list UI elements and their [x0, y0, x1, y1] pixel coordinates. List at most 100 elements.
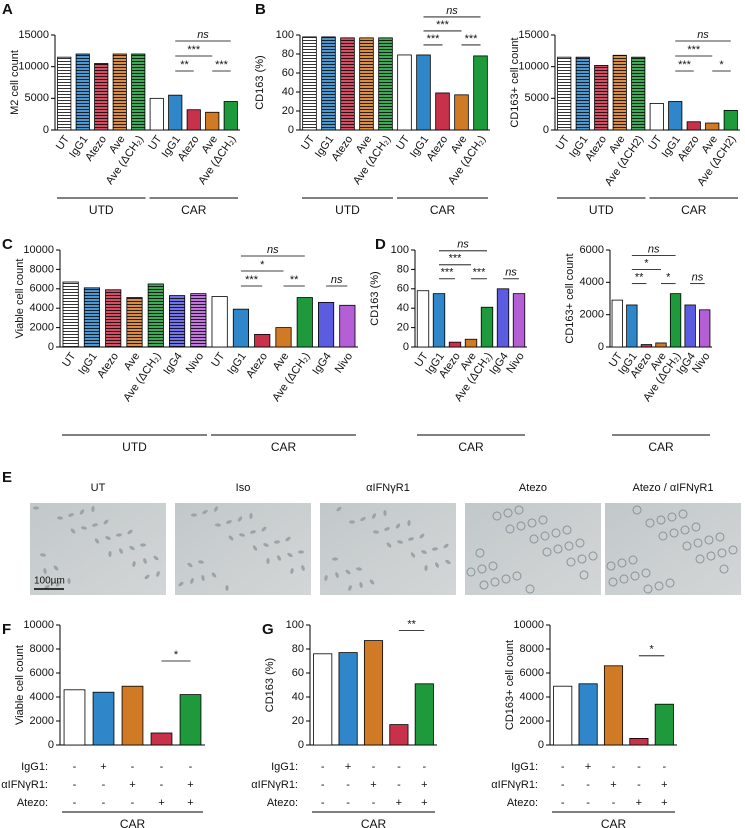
- bar: [454, 94, 469, 131]
- y-tick-label: 10000: [23, 244, 54, 256]
- y-tick-label: 0: [288, 124, 294, 136]
- y-tick-label: 6000: [520, 667, 544, 679]
- y-axis-label: M2 cell count: [9, 50, 21, 115]
- condition-mark: -: [397, 779, 401, 791]
- cell: [665, 578, 675, 588]
- cell: [643, 584, 653, 594]
- cell: [562, 525, 572, 535]
- y-axis-label: CD163+ cell count: [504, 640, 516, 730]
- condition-mark: +: [345, 761, 351, 773]
- bar: [232, 308, 249, 348]
- bar: [389, 724, 409, 746]
- cell: [132, 561, 136, 567]
- group-label: CAR: [648, 440, 674, 454]
- bar: [684, 304, 696, 348]
- micrograph: [30, 503, 166, 595]
- condition-mark: -: [561, 779, 565, 791]
- x-tick-label: Nivo: [504, 351, 526, 376]
- group-label: CAR: [120, 817, 146, 828]
- condition-mark: -: [561, 761, 565, 773]
- cell: [332, 557, 338, 561]
- cell: [349, 520, 355, 524]
- bar: [553, 685, 573, 746]
- cell: [564, 541, 574, 551]
- cell: [144, 574, 150, 580]
- y-tick-label: 8000: [30, 263, 54, 275]
- y-tick-label: 4000: [30, 691, 54, 703]
- condition-mark: +: [187, 779, 193, 791]
- cell: [475, 548, 485, 558]
- cell: [479, 580, 489, 590]
- y-tick-label: 0: [48, 341, 54, 353]
- cell: [285, 536, 291, 542]
- cell: [67, 578, 71, 584]
- y-tick-label: 60: [282, 67, 294, 79]
- cell: [249, 513, 253, 519]
- cell: [198, 560, 204, 564]
- cell: [298, 550, 304, 554]
- significance-label: ***: [473, 267, 487, 279]
- significance-label: ns: [267, 244, 279, 256]
- cell: [201, 575, 205, 581]
- bar: [611, 299, 623, 348]
- group-label: CAR: [681, 203, 707, 217]
- condition-mark: -: [612, 761, 616, 773]
- condition-mark: -: [189, 761, 193, 773]
- condition-mark: -: [637, 779, 641, 791]
- y-tick-label: 0: [543, 124, 549, 136]
- y-tick-label: 8000: [520, 643, 544, 655]
- cell: [579, 570, 589, 580]
- bar-hatch: [340, 37, 355, 131]
- y-tick-label: 40: [282, 86, 294, 98]
- bar: [121, 685, 144, 746]
- scale-bar-label: 100µm: [34, 576, 65, 587]
- bar: [168, 94, 183, 131]
- cell: [202, 509, 208, 515]
- cell: [225, 585, 229, 591]
- bar-hatch: [321, 36, 336, 131]
- cell: [266, 558, 270, 564]
- condition-mark: -: [160, 761, 164, 773]
- cell: [466, 567, 476, 577]
- bar: [254, 333, 271, 348]
- cell: [143, 558, 147, 564]
- bar-hatch: [612, 54, 627, 131]
- cell: [287, 552, 293, 558]
- significance-label: *: [649, 644, 654, 656]
- cell: [691, 522, 701, 532]
- cell: [79, 509, 85, 515]
- cell: [719, 564, 729, 574]
- significance-label: *: [260, 259, 265, 271]
- y-tick-label: 10000: [23, 619, 54, 631]
- cell: [667, 512, 677, 522]
- cell: [715, 532, 725, 542]
- cell: [575, 538, 585, 548]
- group-label: CAR: [361, 817, 387, 828]
- condition-mark: +: [187, 797, 193, 809]
- cell: [706, 551, 716, 561]
- y-tick-label: 4000: [30, 302, 54, 314]
- cell: [228, 535, 234, 541]
- bar: [654, 703, 674, 746]
- bar: [448, 341, 462, 348]
- condition-name: Atezo:: [267, 797, 298, 809]
- y-tick-label: 10000: [513, 619, 544, 631]
- cell: [373, 530, 379, 534]
- y-tick-label: 5000: [25, 92, 49, 104]
- bar: [223, 101, 238, 131]
- y-axis-label: CD163 (%): [369, 271, 381, 325]
- y-tick-label: 6000: [30, 667, 54, 679]
- condition-mark: +: [661, 797, 667, 809]
- group-label: UTD: [589, 203, 614, 217]
- y-tick-label: 20: [282, 105, 294, 117]
- cell: [239, 533, 245, 537]
- cell: [215, 523, 221, 527]
- y-tick-label: 15000: [518, 29, 549, 41]
- y-axis-label: CD163+ cell count: [564, 253, 576, 343]
- condition-mark: -: [102, 779, 106, 791]
- cell: [527, 518, 537, 528]
- y-tick-label: 0: [598, 341, 604, 353]
- cell: [191, 513, 197, 517]
- condition-mark: -: [73, 779, 77, 791]
